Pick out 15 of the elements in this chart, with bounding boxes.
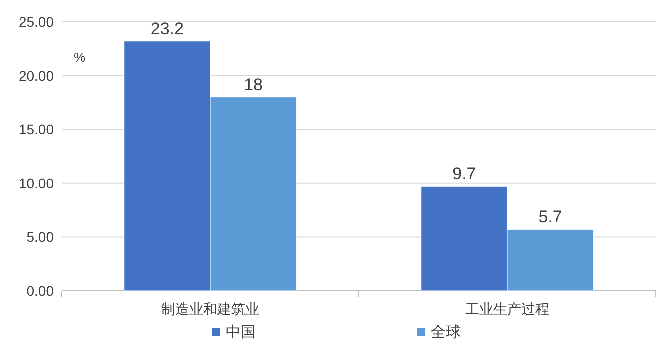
y-tick-label: 20.00 xyxy=(18,68,54,84)
x-tick-label: 工业生产过程 xyxy=(466,301,550,317)
data-label: 18 xyxy=(244,75,264,94)
legend-label: 中国 xyxy=(226,324,256,341)
y-tick-label: 0.00 xyxy=(26,283,54,299)
legend-label: 全球 xyxy=(431,324,461,341)
data-label: 5.7 xyxy=(538,208,562,227)
data-label: 23.2 xyxy=(150,19,184,38)
x-tick-label: 制造业和建筑业 xyxy=(162,301,260,317)
annotation: % xyxy=(74,50,86,65)
y-tick-label: 10.00 xyxy=(18,175,54,192)
data-label: 9.7 xyxy=(452,164,476,184)
y-tick-label: 5.00 xyxy=(26,229,54,246)
y-tick-label: 25.00 xyxy=(18,14,54,30)
y-tick-label: 15.00 xyxy=(18,122,54,138)
